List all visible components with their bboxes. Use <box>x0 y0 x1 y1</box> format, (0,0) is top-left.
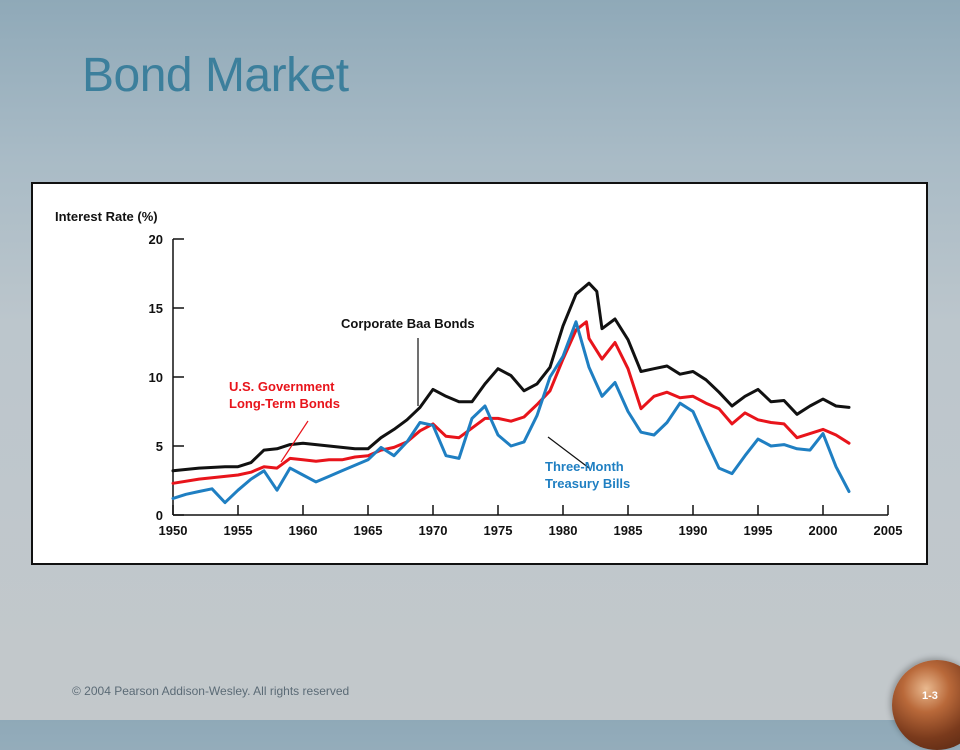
label-pointer-us-government-long-term-bonds <box>280 420 309 463</box>
x-tick-label: 1990 <box>679 523 708 538</box>
x-tick-label: 1965 <box>354 523 383 538</box>
decorative-orb <box>892 660 960 750</box>
y-tick-label: 15 <box>149 301 163 316</box>
y-axis-title: Interest Rate (%) <box>55 209 158 224</box>
chart-frame: Interest Rate (%) 0 5 10 15 20 1950 1955 1960 1… <box>31 182 928 565</box>
copyright-footer: © 2004 Pearson Addison-Wesley. All right… <box>72 684 350 698</box>
y-tick-label: 10 <box>149 370 163 385</box>
x-tick-label: 2000 <box>809 523 838 538</box>
y-tick-label: 5 <box>156 439 163 454</box>
x-tick-label: 2005 <box>874 523 903 538</box>
series-label-three-month-treasury-bills: Treasury Bills <box>545 476 630 491</box>
x-tick-label: 1970 <box>419 523 448 538</box>
interest-rate-chart: Interest Rate (%) 0 5 10 15 20 1950 1955 1960 1… <box>55 209 903 538</box>
series-line-three-month-treasury-bills <box>171 320 851 505</box>
x-tick-label: 1985 <box>614 523 643 538</box>
series-label-us-government-long-term-bonds: U.S. Government <box>229 379 335 394</box>
page-number: 1-3 <box>922 690 938 702</box>
y-tick-label: 0 <box>156 508 163 523</box>
x-tick-label: 1955 <box>224 523 253 538</box>
slide-title: Bond Market <box>82 49 349 102</box>
x-tick-label: 1980 <box>549 523 578 538</box>
series-label-three-month-treasury-bills: Three-Month <box>545 459 624 474</box>
x-tick-label: 1960 <box>289 523 318 538</box>
label-pointer-three-month-treasury-bills <box>547 436 590 469</box>
x-tick-label: 1995 <box>744 523 773 538</box>
y-tick-label: 20 <box>149 232 163 247</box>
x-tick-label: 1950 <box>159 523 188 538</box>
series-line-us-government-long-term-bonds <box>171 320 851 485</box>
x-tick-label: 1975 <box>484 523 513 538</box>
series-line-corporate-baa-bonds <box>171 281 851 473</box>
series-label-corporate-baa-bonds: Corporate Baa Bonds <box>341 316 475 331</box>
series-label-us-government-long-term-bonds: Long-Term Bonds <box>229 396 340 411</box>
